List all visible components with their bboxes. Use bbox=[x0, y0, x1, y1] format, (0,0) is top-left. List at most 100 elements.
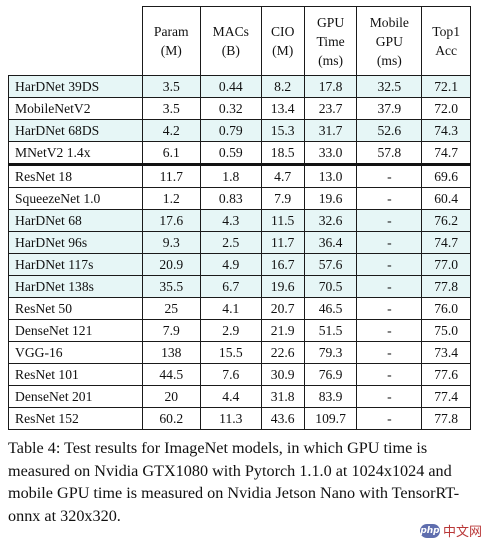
table-row: ResNet 50 25 4.1 20.7 46.5-76.0 bbox=[8, 297, 471, 320]
model-name-cell: ResNet 152 bbox=[8, 407, 143, 430]
cio-cell: 20.7 bbox=[260, 297, 305, 320]
macs-cell: 4.9 bbox=[200, 253, 262, 276]
header-line: Acc bbox=[435, 43, 458, 58]
top1-acc-cell: 76.0 bbox=[421, 297, 471, 320]
top1-acc-cell: 73.4 bbox=[421, 341, 471, 364]
cio-cell: 43.6 bbox=[260, 407, 305, 430]
mobile-gpu-cell: - bbox=[356, 341, 423, 364]
mobile-gpu-cell: - bbox=[356, 187, 423, 210]
top1-acc-cell: 72.1 bbox=[421, 75, 471, 98]
top1-acc-cell: 74.3 bbox=[421, 119, 471, 142]
gpu-time-cell: 23.7 bbox=[303, 97, 358, 120]
table-row: VGG-16 138 15.5 22.6 79.3-73.4 bbox=[8, 341, 471, 364]
macs-cell: 4.4 bbox=[200, 385, 262, 408]
table-row: HarDNet 68DS 4.2 0.79 15.3 31.7 52.6 74.3 bbox=[8, 119, 471, 142]
header-line: MACs bbox=[212, 24, 249, 39]
mobile-gpu-cell: - bbox=[356, 275, 423, 298]
param-cell: 6.1 bbox=[141, 141, 202, 165]
model-name-cell: HarDNet 138s bbox=[8, 275, 143, 298]
macs-cell: 6.7 bbox=[200, 275, 262, 298]
table-row: HarDNet 39DS 3.5 0.44 8.2 17.8 32.5 72.1 bbox=[8, 75, 471, 98]
header-mobile-gpu: Mobile GPU (ms) bbox=[356, 6, 423, 76]
header-line: GPU bbox=[316, 14, 345, 30]
top1-acc-cell: 75.0 bbox=[421, 319, 471, 342]
gpu-time-cell: 17.8 bbox=[303, 75, 358, 98]
top1-acc-cell: 77.0 bbox=[421, 253, 471, 276]
macs-cell: 0.59 bbox=[200, 141, 262, 165]
macs-cell: 4.3 bbox=[200, 209, 262, 232]
macs-cell: 15.5 bbox=[200, 341, 262, 364]
model-name-cell: HarDNet 68DS bbox=[8, 119, 143, 142]
macs-cell: 11.3 bbox=[200, 407, 262, 430]
top1-acc-cell: 77.8 bbox=[421, 407, 471, 430]
cio-cell: 7.9 bbox=[260, 187, 305, 210]
table-row: SqueezeNet 1.0 1.2 0.83 7.9 19.6-60.4 bbox=[8, 187, 471, 210]
results-table: Param (M) MACs (B) CIO (M) GPU Time (ms) Mobile GP… bbox=[8, 6, 471, 430]
table-row: DenseNet 121 7.9 2.9 21.9 51.5-75.0 bbox=[8, 319, 471, 342]
cio-cell: 22.6 bbox=[260, 341, 305, 364]
model-name-cell: SqueezeNet 1.0 bbox=[8, 187, 143, 210]
header-model bbox=[8, 6, 143, 76]
top1-acc-cell: 77.4 bbox=[421, 385, 471, 408]
model-name-cell: DenseNet 121 bbox=[8, 319, 143, 342]
table-row: MNetV2 1.4x 6.1 0.59 18.5 33.0 57.8 74.7 bbox=[8, 141, 471, 165]
mobile-gpu-cell: - bbox=[356, 363, 423, 386]
mobile-gpu-cell: 32.5 bbox=[356, 75, 423, 98]
model-name-cell: MobileNetV2 bbox=[8, 97, 143, 120]
gpu-time-cell: 51.5 bbox=[303, 319, 358, 342]
table-row: ResNet 152 60.2 11.3 43.6 109.7-77.8 bbox=[8, 407, 471, 430]
gpu-time-cell: 13.0 bbox=[303, 163, 358, 188]
header-line: Param bbox=[153, 24, 189, 39]
header-line: Time bbox=[316, 33, 345, 49]
macs-cell: 7.6 bbox=[200, 363, 262, 386]
table-row: ResNet 101 44.5 7.6 30.9 76.9-77.6 bbox=[8, 363, 471, 386]
cio-cell: 13.4 bbox=[260, 97, 305, 120]
param-cell: 35.5 bbox=[141, 275, 202, 298]
macs-cell: 1.8 bbox=[200, 163, 262, 188]
table-row: ResNet 18 11.7 1.8 4.7 13.0-69.6 bbox=[8, 163, 471, 188]
model-name-cell: HarDNet 117s bbox=[8, 253, 143, 276]
cio-cell: 18.5 bbox=[260, 141, 305, 165]
header-line: CIO bbox=[270, 24, 295, 39]
macs-cell: 4.1 bbox=[200, 297, 262, 320]
header-top1-acc: Top1 Acc bbox=[421, 6, 471, 76]
model-name-cell: MNetV2 1.4x bbox=[8, 141, 143, 165]
top1-acc-cell: 76.2 bbox=[421, 209, 471, 232]
param-cell: 44.5 bbox=[141, 363, 202, 386]
table-row: HarDNet 138s 35.5 6.7 19.6 70.5-77.8 bbox=[8, 275, 471, 298]
header-macs: MACs (B) bbox=[200, 6, 262, 76]
cio-cell: 15.3 bbox=[260, 119, 305, 142]
gpu-time-cell: 33.0 bbox=[303, 141, 358, 165]
table-row: HarDNet 117s 20.9 4.9 16.7 57.6-77.0 bbox=[8, 253, 471, 276]
watermark: php 中文网 bbox=[419, 521, 482, 540]
top1-acc-cell: 69.6 bbox=[421, 163, 471, 188]
top1-acc-cell: 72.0 bbox=[421, 97, 471, 120]
cio-cell: 30.9 bbox=[260, 363, 305, 386]
macs-cell: 0.79 bbox=[200, 119, 262, 142]
model-name-cell: HarDNet 68 bbox=[8, 209, 143, 232]
gpu-time-cell: 109.7 bbox=[303, 407, 358, 430]
header-line: Top1 bbox=[432, 24, 460, 39]
header-line: (ms) bbox=[376, 52, 402, 68]
table-row: DenseNet 201 20 4.4 31.8 83.9-77.4 bbox=[8, 385, 471, 408]
gpu-time-cell: 70.5 bbox=[303, 275, 358, 298]
macs-cell: 0.83 bbox=[200, 187, 262, 210]
param-cell: 9.3 bbox=[141, 231, 202, 254]
model-name-cell: HarDNet 39DS bbox=[8, 75, 143, 98]
param-cell: 3.5 bbox=[141, 97, 202, 120]
param-cell: 20.9 bbox=[141, 253, 202, 276]
model-name-cell: HarDNet 96s bbox=[8, 231, 143, 254]
param-cell: 4.2 bbox=[141, 119, 202, 142]
table-header-row: Param (M) MACs (B) CIO (M) GPU Time (ms) Mobile GP… bbox=[8, 6, 471, 76]
cio-cell: 21.9 bbox=[260, 319, 305, 342]
mobile-gpu-cell: - bbox=[356, 253, 423, 276]
macs-cell: 0.32 bbox=[200, 97, 262, 120]
top1-acc-cell: 77.6 bbox=[421, 363, 471, 386]
mobile-gpu-cell: - bbox=[356, 231, 423, 254]
watermark-text: 中文网 bbox=[442, 525, 482, 540]
cio-cell: 19.6 bbox=[260, 275, 305, 298]
model-name-cell: VGG-16 bbox=[8, 341, 143, 364]
watermark-logo-badge: php bbox=[419, 523, 440, 538]
mobile-gpu-cell: 37.9 bbox=[356, 97, 423, 120]
cio-cell: 11.7 bbox=[260, 231, 305, 254]
